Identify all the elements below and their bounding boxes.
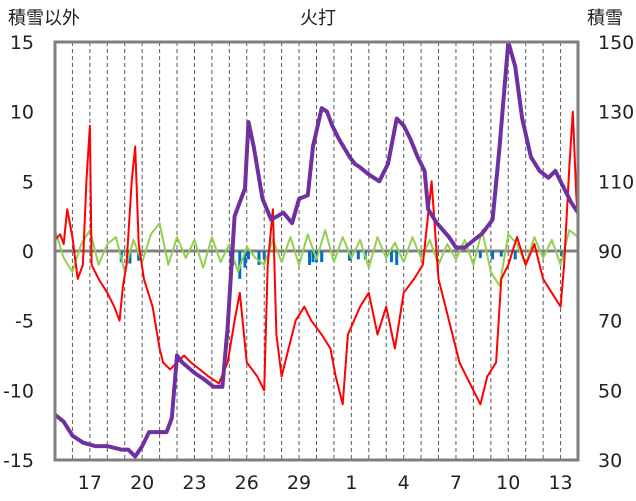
right-axis-label: 積雪	[587, 8, 623, 29]
right-tick-label: 50	[598, 380, 622, 402]
blue-bar	[243, 251, 247, 268]
x-tick-label: 7	[450, 472, 462, 494]
left-tick-label: -10	[3, 380, 34, 402]
right-tick-label: 150	[598, 32, 634, 54]
blue-bar	[491, 251, 495, 260]
x-tick-label: 29	[287, 472, 311, 494]
x-axis-ticks: 17 20 23 26 29 1 4 7 10 13	[78, 472, 573, 494]
snow-depth-line	[55, 42, 578, 459]
x-tick-label: 17	[78, 472, 102, 494]
blue-bar	[560, 251, 564, 257]
right-tick-label: 90	[598, 241, 622, 263]
chart-title: 火打	[300, 8, 336, 29]
blue-bar	[247, 251, 251, 260]
x-tick-label: 23	[182, 472, 206, 494]
blue-bar	[499, 251, 503, 257]
left-axis-ticks: 15 10 5 0 -5 -10 -15	[3, 32, 34, 472]
left-tick-label: -15	[3, 450, 34, 472]
left-axis-label: 積雪以外	[8, 8, 80, 29]
left-tick-label: 15	[10, 32, 34, 54]
x-tick-label: 4	[398, 472, 410, 494]
x-tick-label: 26	[235, 472, 259, 494]
blue-bar	[262, 251, 266, 260]
left-tick-label: -5	[15, 311, 34, 333]
x-tick-label: 13	[548, 472, 572, 494]
right-tick-label: 110	[598, 171, 634, 193]
blue-bar	[128, 251, 132, 264]
plot-frame	[53, 40, 580, 462]
blue-bar	[311, 251, 315, 263]
blue-bar	[320, 251, 324, 263]
red-series-line	[55, 110, 578, 406]
series-layer	[55, 42, 578, 459]
blue-bar	[513, 251, 517, 260]
blue-bar	[395, 251, 399, 265]
blue-bar	[308, 251, 312, 265]
right-tick-label: 30	[598, 450, 622, 472]
blue-bar	[478, 251, 482, 258]
right-axis-ticks: 150 130 110 90 70 50 30	[598, 32, 634, 472]
x-tick-label: 20	[130, 472, 154, 494]
x-tick-label: 1	[345, 472, 357, 494]
left-tick-label: 0	[22, 241, 34, 263]
blue-bar	[389, 251, 393, 263]
right-tick-label: 70	[598, 311, 622, 333]
blue-bar	[356, 251, 360, 260]
left-tick-label: 5	[22, 171, 34, 193]
right-tick-label: 130	[598, 102, 634, 124]
left-tick-label: 10	[10, 102, 34, 124]
x-tick-label: 10	[496, 472, 520, 494]
blue-bar	[257, 251, 261, 265]
